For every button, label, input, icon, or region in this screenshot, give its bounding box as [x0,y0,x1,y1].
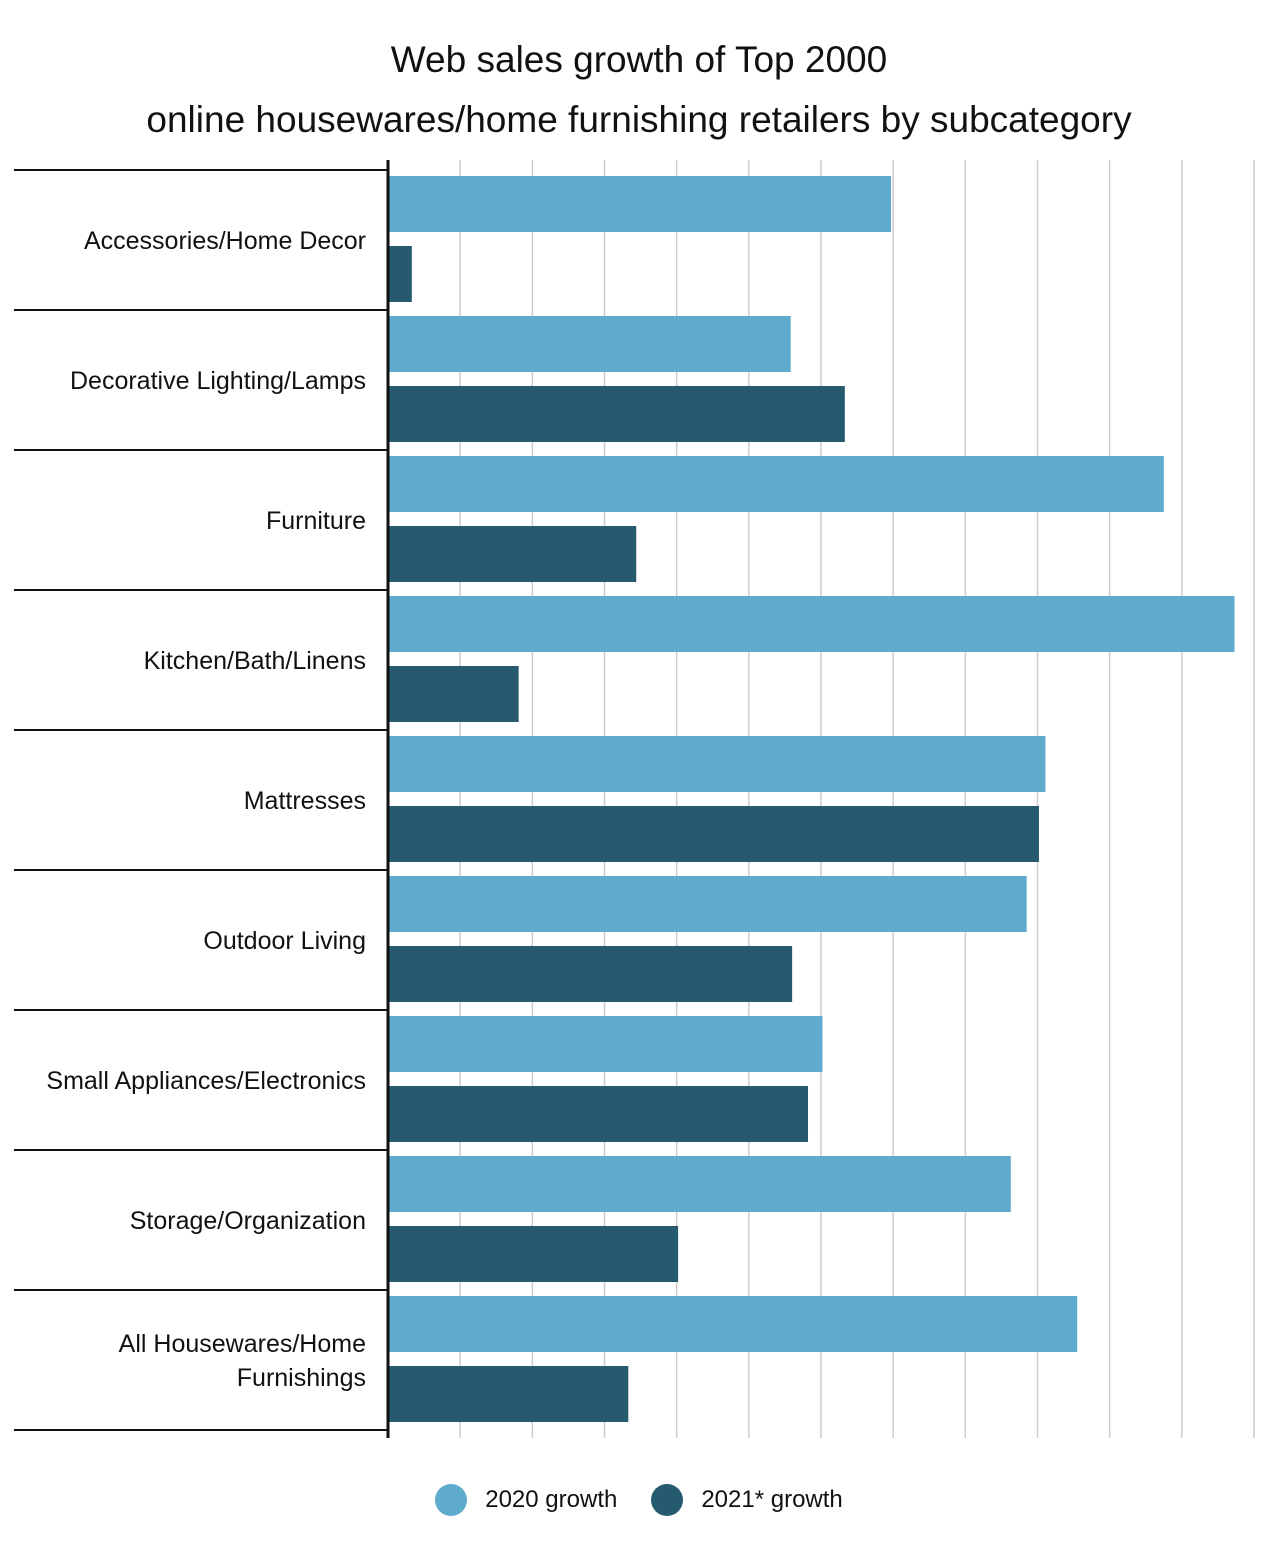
bar-2021-2 [388,526,637,582]
legend-swatch-2021 [651,1484,684,1516]
chart-title: Web sales growth of Top 2000 online hous… [0,30,1278,150]
chart-title-line-1: Web sales growth of Top 2000 [390,39,888,80]
category-label: Accessories/Home Decor [84,227,366,255]
bar-2021-0 [388,246,412,302]
bar-2020-2 [388,456,1164,512]
category-label: Furniture [266,507,366,535]
category-label: All Housewares/Home [119,1330,366,1358]
category-label: Furnishings [237,1364,366,1392]
legend-swatch-2020 [435,1484,468,1516]
bar-2020-5 [388,876,1027,932]
category-label: Mattresses [244,787,366,815]
bar-chart: Accessories/Home Decor Decorative Lightin… [14,160,1255,1438]
category-label: Kitchen/Bath/Linens [144,647,366,675]
legend-item-2021: 2021* growth [651,1484,843,1516]
bar-2020-1 [388,316,791,372]
bar-2020-0 [388,176,892,232]
category-labels: Accessories/Home Decor Decorative Lightin… [46,227,366,1392]
bar-2021-3 [388,666,519,722]
bar-2020-8 [388,1296,1078,1352]
legend-item-2020: 2020 growth [435,1484,617,1516]
bar-2020-4 [388,736,1046,792]
bar-2020-3 [388,596,1235,652]
legend-label-2020: 2020 growth [485,1486,618,1513]
category-label: Outdoor Living [203,927,366,955]
category-label: Storage/Organization [130,1207,366,1235]
legend-label-2021: 2021* growth [701,1486,843,1513]
bar-2021-7 [388,1226,679,1282]
bar-2021-8 [388,1366,629,1422]
legend: 2020 growth 2021* growth [0,1484,1278,1516]
chart-title-line-2: online housewares/home furnishing retail… [146,99,1132,140]
gridlines [459,160,1255,1438]
category-label: Small Appliances/Electronics [46,1067,366,1095]
bar-2021-4 [388,806,1039,862]
bar-2020-6 [388,1016,823,1072]
category-label: Decorative Lighting/Lamps [70,367,366,395]
bar-2021-1 [388,386,845,442]
bars [388,176,1235,1422]
category-separators [14,169,388,1431]
bar-2020-7 [388,1156,1011,1212]
bar-2021-6 [388,1086,809,1142]
bar-2021-5 [388,946,793,1002]
